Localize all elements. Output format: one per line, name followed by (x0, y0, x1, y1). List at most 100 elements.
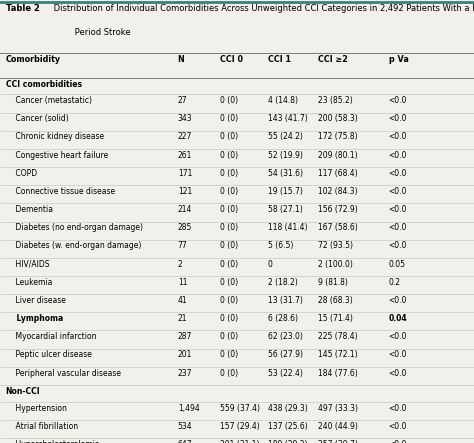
Text: 53 (22.4): 53 (22.4) (268, 369, 303, 377)
Text: Cancer (solid): Cancer (solid) (6, 114, 68, 123)
Text: <0.0: <0.0 (389, 169, 407, 178)
Text: 4 (14.8): 4 (14.8) (268, 96, 298, 105)
Text: <0.0: <0.0 (389, 332, 407, 341)
Text: 287: 287 (178, 332, 192, 341)
Text: p Va: p Va (389, 55, 409, 64)
Text: 41: 41 (178, 296, 187, 305)
Text: COPD: COPD (6, 169, 37, 178)
Text: Hypercholesterolemia: Hypercholesterolemia (6, 440, 100, 443)
Text: Cancer (metastatic): Cancer (metastatic) (6, 96, 91, 105)
Text: 257 (39.7): 257 (39.7) (318, 440, 357, 443)
Text: 52 (19.9): 52 (19.9) (268, 151, 303, 159)
Text: 21: 21 (178, 314, 187, 323)
Text: 157 (29.4): 157 (29.4) (220, 422, 260, 431)
Text: CCI 0: CCI 0 (220, 55, 244, 64)
Text: <0.0: <0.0 (389, 114, 407, 123)
Text: 54 (31.6): 54 (31.6) (268, 169, 303, 178)
Text: 58 (27.1): 58 (27.1) (268, 205, 302, 214)
Text: 261: 261 (178, 151, 192, 159)
Text: 0 (0): 0 (0) (220, 278, 238, 287)
Text: <0.0: <0.0 (389, 96, 407, 105)
Text: 647: 647 (178, 440, 192, 443)
Text: <0.0: <0.0 (389, 241, 407, 250)
Text: N: N (178, 55, 184, 64)
Text: Congestive heart failure: Congestive heart failure (6, 151, 108, 159)
Text: 438 (29.3): 438 (29.3) (268, 404, 308, 412)
Text: 0.04: 0.04 (389, 314, 407, 323)
Text: 167 (58.6): 167 (58.6) (318, 223, 357, 232)
Text: 15 (71.4): 15 (71.4) (318, 314, 353, 323)
Text: 559 (37.4): 559 (37.4) (220, 404, 260, 412)
Text: <0.0: <0.0 (389, 422, 407, 431)
Text: Chronic kidney disease: Chronic kidney disease (6, 132, 104, 141)
Text: 0 (0): 0 (0) (220, 296, 238, 305)
Text: 214: 214 (178, 205, 192, 214)
Text: 77: 77 (178, 241, 188, 250)
Text: 145 (72.1): 145 (72.1) (318, 350, 357, 359)
Text: 209 (80.1): 209 (80.1) (318, 151, 357, 159)
Text: 56 (27.9): 56 (27.9) (268, 350, 303, 359)
Text: <0.0: <0.0 (389, 223, 407, 232)
Text: 0: 0 (268, 260, 273, 268)
Text: 0 (0): 0 (0) (220, 350, 238, 359)
Text: Peptic ulcer disease: Peptic ulcer disease (6, 350, 91, 359)
Text: <0.0: <0.0 (389, 350, 407, 359)
Text: Connective tissue disease: Connective tissue disease (6, 187, 115, 196)
Text: <0.0: <0.0 (389, 151, 407, 159)
Text: 189 (29.2): 189 (29.2) (268, 440, 307, 443)
Text: 55 (24.2): 55 (24.2) (268, 132, 303, 141)
Text: Peripheral vascular disease: Peripheral vascular disease (6, 369, 121, 377)
Text: 0 (0): 0 (0) (220, 187, 238, 196)
Text: <0.0: <0.0 (389, 369, 407, 377)
Text: 102 (84.3): 102 (84.3) (318, 187, 357, 196)
Text: 172 (75.8): 172 (75.8) (318, 132, 357, 141)
Text: 6 (28.6): 6 (28.6) (268, 314, 298, 323)
Text: <0.0: <0.0 (389, 187, 407, 196)
Text: Myocardial infarction: Myocardial infarction (6, 332, 96, 341)
Text: Diabetes (no end-organ damage): Diabetes (no end-organ damage) (6, 223, 143, 232)
Text: Hypertension: Hypertension (6, 404, 66, 412)
Text: 0 (0): 0 (0) (220, 151, 238, 159)
Text: 227: 227 (178, 132, 192, 141)
Text: 201: 201 (178, 350, 192, 359)
Text: 0 (0): 0 (0) (220, 369, 238, 377)
Text: <0.0: <0.0 (389, 296, 407, 305)
Text: 118 (41.4): 118 (41.4) (268, 223, 307, 232)
Text: 72 (93.5): 72 (93.5) (318, 241, 353, 250)
Text: 0 (0): 0 (0) (220, 114, 238, 123)
Text: 121: 121 (178, 187, 192, 196)
Text: 184 (77.6): 184 (77.6) (318, 369, 357, 377)
Text: Lymphoma: Lymphoma (6, 314, 63, 323)
Text: <0.0: <0.0 (389, 404, 407, 412)
Text: 240 (44.9): 240 (44.9) (318, 422, 357, 431)
Text: Comorbidity: Comorbidity (6, 55, 61, 64)
Text: Period Stroke: Period Stroke (51, 28, 130, 37)
Text: 9 (81.8): 9 (81.8) (318, 278, 347, 287)
Text: 1,494: 1,494 (178, 404, 200, 412)
Text: 0 (0): 0 (0) (220, 314, 238, 323)
Text: 285: 285 (178, 223, 192, 232)
Text: 2: 2 (178, 260, 182, 268)
Text: 28 (68.3): 28 (68.3) (318, 296, 352, 305)
Text: <0.0: <0.0 (389, 205, 407, 214)
Text: <0.0: <0.0 (389, 440, 407, 443)
Text: 2 (100.0): 2 (100.0) (318, 260, 353, 268)
Text: 0.2: 0.2 (389, 278, 401, 287)
Text: 156 (72.9): 156 (72.9) (318, 205, 357, 214)
Text: 534: 534 (178, 422, 192, 431)
Text: 11: 11 (178, 278, 187, 287)
Text: 0 (0): 0 (0) (220, 223, 238, 232)
Text: HIV/AIDS: HIV/AIDS (6, 260, 49, 268)
Text: 237: 237 (178, 369, 192, 377)
Text: 200 (58.3): 200 (58.3) (318, 114, 357, 123)
Text: 0.05: 0.05 (389, 260, 406, 268)
Text: 0 (0): 0 (0) (220, 132, 238, 141)
Text: 5 (6.5): 5 (6.5) (268, 241, 293, 250)
Text: Atrial fibrillation: Atrial fibrillation (6, 422, 78, 431)
Text: 0 (0): 0 (0) (220, 260, 238, 268)
Text: 343: 343 (178, 114, 192, 123)
Text: 0 (0): 0 (0) (220, 332, 238, 341)
Text: Non-CCI: Non-CCI (6, 387, 40, 396)
Text: 0 (0): 0 (0) (220, 205, 238, 214)
Text: Leukemia: Leukemia (6, 278, 52, 287)
